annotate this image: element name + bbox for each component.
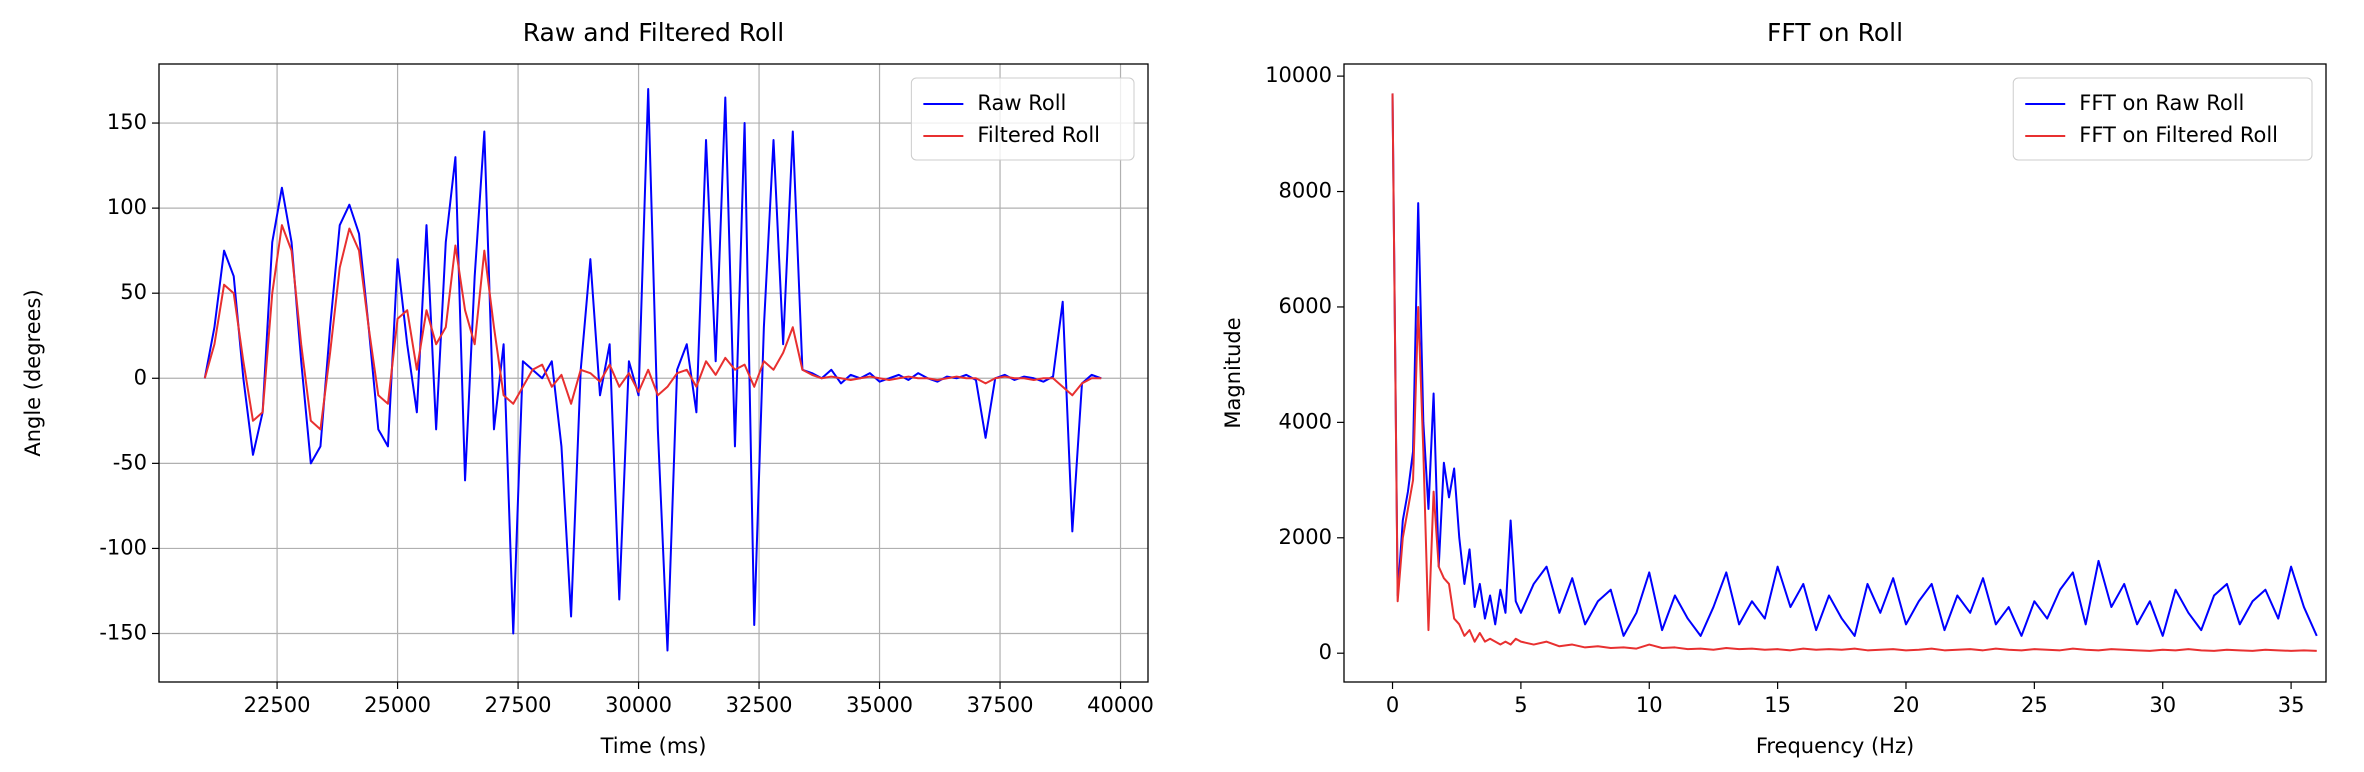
- x-tick-label: 30: [2149, 693, 2176, 717]
- series-line: [203, 88, 1102, 652]
- legend-label: FFT on Filtered Roll: [2079, 123, 2278, 147]
- legend-label: FFT on Raw Roll: [2079, 91, 2244, 115]
- y-tick-label: -50: [113, 450, 147, 474]
- y-axis-label: Angle (degrees): [21, 289, 45, 456]
- series-line: [1391, 93, 2318, 637]
- chart-title: FFT on Roll: [1767, 18, 1903, 47]
- legend-label: Filtered Roll: [977, 123, 1100, 147]
- legend-label: Raw Roll: [977, 91, 1066, 115]
- x-tick-label: 40000: [1087, 693, 1154, 717]
- y-tick-label: 50: [120, 280, 147, 304]
- y-tick-label: 150: [107, 110, 147, 134]
- legend-frame: [2012, 77, 2313, 161]
- x-tick-label: 0: [1386, 693, 1399, 717]
- y-tick-label: 6000: [1279, 294, 1332, 318]
- x-tick-label: 27500: [485, 693, 552, 717]
- y-tick-label: 4000: [1279, 409, 1332, 433]
- y-tick-label: 100: [107, 195, 147, 219]
- x-tick-label: 35: [2278, 693, 2305, 717]
- x-tick-label: 30000: [605, 693, 672, 717]
- chart: Raw and Filtered Roll 22500 25000 27500 3000…: [21, 18, 1154, 758]
- y-tick-label: 10000: [1265, 63, 1332, 87]
- x-tick-label: 35000: [846, 693, 913, 717]
- x-tick-label: 25000: [364, 693, 431, 717]
- x-tick-label: 32500: [726, 693, 793, 717]
- legend: FFT on Raw Roll FFT on Filtered Roll: [2012, 77, 2313, 161]
- chart: FFT on Roll 0 5 10 15 20 25 30 35 0 2000 4000 6000 80…: [1221, 18, 2327, 758]
- plot-frame: [1343, 63, 2327, 683]
- y-axis-label: Magnitude: [1221, 317, 1245, 428]
- x-tick-label: 25: [2021, 693, 2048, 717]
- x-tick-label: 20: [1893, 693, 1920, 717]
- series-line: [1391, 93, 2317, 652]
- y-tick-label: 2000: [1279, 525, 1332, 549]
- x-tick-label: 5: [1514, 693, 1527, 717]
- y-tick-label: -150: [99, 621, 147, 645]
- plot-frame: [158, 63, 1149, 683]
- legend: Raw Roll Filtered Roll: [910, 77, 1135, 161]
- chart-title: Raw and Filtered Roll: [523, 18, 785, 47]
- x-tick-label: 37500: [967, 693, 1034, 717]
- x-axis-label: Time (ms): [600, 734, 707, 758]
- y-tick-label: -100: [99, 535, 147, 559]
- y-tick-label: 0: [134, 365, 147, 389]
- legend-frame: [910, 77, 1135, 161]
- x-axis-label: Frequency (Hz): [1756, 734, 1914, 758]
- x-tick-label: 22500: [244, 693, 311, 717]
- y-tick-label: 0: [1319, 640, 1332, 664]
- y-tick-label: 8000: [1279, 179, 1332, 203]
- series-line: [203, 224, 1102, 431]
- x-tick-label: 10: [1636, 693, 1663, 717]
- x-tick-label: 15: [1764, 693, 1791, 717]
